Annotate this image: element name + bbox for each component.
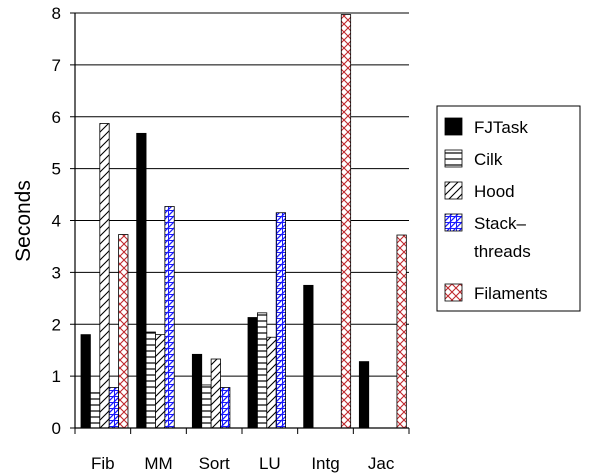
gridlines (75, 12, 409, 377)
bar-stack-threads-lu (275, 212, 287, 429)
bar-hood-lu (266, 336, 277, 429)
bar-cilk-fib (90, 392, 101, 429)
bar-fjtask-fib (80, 334, 91, 429)
bars (80, 14, 407, 429)
legend: FJTask Cilk Hood Stack– threads Filaments (436, 105, 581, 312)
x-tick-label: Sort (199, 454, 230, 473)
legend-label: Filaments (474, 284, 548, 303)
bar-cilk-lu (256, 312, 268, 429)
bar-stack-threads-fib (108, 387, 119, 429)
x-tick-label: MM (144, 454, 172, 473)
bar-fjtask-intg (303, 284, 314, 429)
y-tick-label: 4 (52, 212, 61, 231)
bar-fjtask-lu (247, 317, 258, 429)
legend-label: threads (474, 242, 531, 261)
bar-fjtask-mm (136, 132, 147, 429)
bar-fjtask-sort (191, 353, 203, 429)
bar-filaments-intg (340, 14, 352, 429)
y-tick-label: 5 (52, 160, 61, 179)
axes (70, 12, 410, 434)
bar-cilk-mm (145, 331, 156, 429)
x-tick-labels: Fib MM Sort LU Intg Jac (91, 454, 395, 473)
bar-fjtask-jac (358, 361, 370, 429)
y-tick-label: 2 (52, 315, 61, 334)
legend-swatch (444, 283, 463, 302)
y-tick-label: 6 (52, 108, 61, 127)
bar-filaments-fib (118, 234, 129, 429)
bar-cilk-sort (201, 384, 212, 429)
y-tick-label: 0 (52, 419, 61, 438)
bar-hood-fib (99, 123, 110, 429)
y-tick-label: 8 (52, 4, 61, 23)
legend-swatch (444, 149, 463, 168)
bar-filaments-jac (396, 234, 407, 429)
legend-label: Cilk (474, 150, 503, 169)
y-tick-label: 1 (52, 367, 61, 386)
bar-hood-mm (155, 334, 166, 429)
x-tick-label: Jac (368, 454, 395, 473)
legend-label: Hood (474, 182, 515, 201)
y-axis-title: Seconds (12, 180, 35, 262)
legend-box (436, 105, 581, 312)
legend-swatch (444, 213, 463, 232)
bar-stack-threads-mm (164, 206, 175, 429)
bar-hood-sort (210, 358, 221, 429)
y-tick-labels: 0 1 2 3 4 5 6 7 8 (52, 4, 61, 438)
legend-label: FJTask (474, 118, 528, 137)
bar-stack-threads-sort (220, 387, 231, 429)
x-tick-label: Fib (91, 454, 115, 473)
legend-swatch (444, 181, 463, 200)
y-tick-label: 3 (52, 263, 61, 282)
y-tick-label: 7 (52, 56, 61, 75)
legend-swatch (444, 117, 463, 136)
x-tick-label: Intg (311, 454, 339, 473)
legend-label: Stack– (474, 214, 527, 233)
x-tick-label: LU (259, 454, 281, 473)
